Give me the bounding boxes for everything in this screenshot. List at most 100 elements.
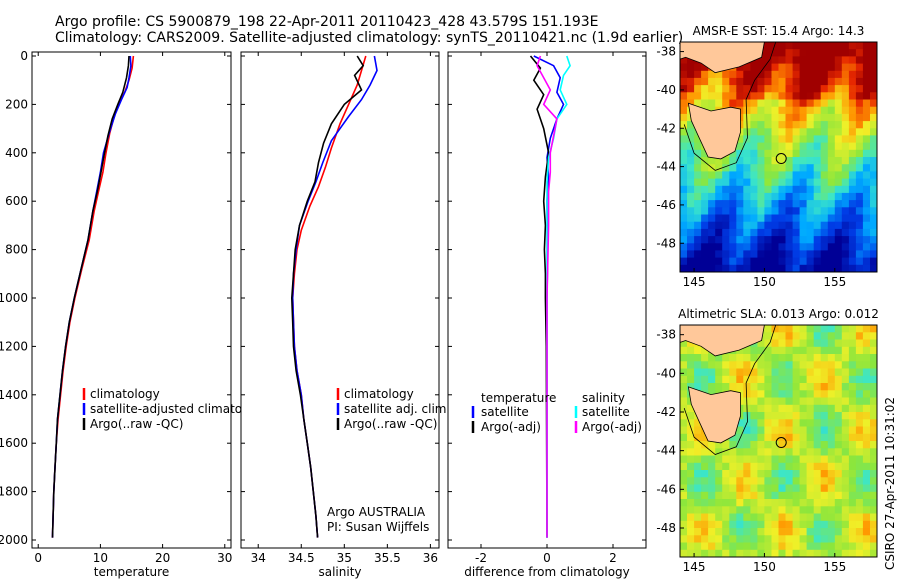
map-cell — [680, 228, 688, 237]
map-cell — [778, 346, 787, 355]
map-cell — [757, 113, 765, 122]
map-cell — [827, 200, 836, 208]
map-cell — [757, 455, 765, 464]
map-cell — [785, 149, 794, 158]
map-cell — [799, 63, 808, 72]
map-cell — [799, 185, 808, 194]
map-cell — [722, 200, 730, 208]
map-cell — [743, 214, 751, 223]
map-cell — [813, 63, 822, 72]
map-cell — [834, 383, 843, 391]
map-cell — [757, 171, 765, 180]
map-cell — [862, 92, 871, 101]
map-cell — [855, 257, 864, 266]
map-cell — [806, 85, 815, 93]
map-cell — [848, 185, 857, 194]
map-cell — [820, 157, 829, 165]
temperature-panel: 0 10 20 30020040060080010001200140016001800… — [0, 49, 268, 579]
map-cell — [841, 63, 850, 72]
map-cell — [862, 164, 871, 172]
map-cell — [792, 491, 801, 500]
map-cell — [806, 332, 815, 341]
map-cell — [743, 70, 751, 79]
map-cell — [785, 236, 794, 244]
map-cell — [820, 257, 829, 266]
map-cell — [680, 528, 688, 536]
map-cell — [862, 383, 871, 391]
map-cell — [764, 49, 772, 57]
map-cell — [694, 477, 702, 486]
map-cell — [785, 390, 794, 399]
x-tick-label: 2 — [609, 551, 617, 565]
map-cell — [757, 549, 765, 557]
map-cell — [785, 528, 794, 536]
map-cell — [862, 149, 871, 158]
map-cell — [729, 200, 737, 208]
map-cell — [870, 135, 877, 144]
shelf-contour — [683, 42, 777, 171]
map-cell — [806, 354, 815, 362]
map-cell — [820, 214, 829, 223]
map-cell — [750, 528, 758, 536]
map-cell — [855, 243, 864, 252]
series-line-argorawqc — [51, 55, 130, 538]
map-cell — [736, 361, 744, 370]
map-cell — [792, 99, 801, 108]
map-cell — [813, 404, 822, 413]
map-cell — [870, 56, 877, 65]
map-cell — [694, 375, 702, 384]
map-cell — [799, 419, 808, 428]
map-cell — [813, 383, 822, 391]
map-cell — [806, 128, 815, 137]
map-cell — [841, 135, 850, 144]
map-cell — [701, 149, 709, 158]
map-cell — [722, 185, 730, 194]
map-cell — [757, 106, 765, 115]
map-cell — [848, 542, 857, 551]
map-cell — [799, 339, 808, 348]
map-cell — [701, 243, 709, 252]
map-cell — [841, 236, 850, 244]
map-cell — [778, 441, 787, 449]
map-cell — [764, 63, 772, 72]
map-cell — [743, 390, 751, 399]
map-cell — [750, 164, 758, 172]
map-cell — [834, 42, 843, 50]
map-cell — [757, 77, 765, 86]
map-cell — [841, 185, 850, 194]
map-cell — [687, 236, 695, 244]
map-cell — [792, 426, 801, 435]
map-cell — [729, 70, 737, 79]
map-cell — [708, 499, 716, 507]
map-cell — [680, 121, 688, 129]
map-cell — [757, 368, 765, 377]
map-cell — [827, 106, 836, 115]
map-cell — [722, 192, 730, 201]
map-cell — [841, 412, 850, 420]
map-cell — [680, 361, 688, 370]
map-cell — [841, 542, 850, 551]
map-cell — [743, 491, 751, 500]
map-cell — [743, 142, 751, 151]
map-cell — [743, 368, 751, 377]
map-cell — [729, 477, 737, 486]
map-cell — [736, 250, 744, 259]
map-cell — [848, 243, 857, 252]
map-cell — [729, 243, 737, 252]
map-cell — [848, 157, 857, 165]
map-cell — [757, 462, 765, 471]
map-cell — [785, 142, 794, 151]
map-cell — [855, 513, 864, 522]
map-cell — [771, 361, 780, 370]
salinity-panel: 34 34.5 35 35.5 36salinityclimatologysatelli… — [240, 51, 450, 579]
legend-label: climatology — [90, 387, 160, 401]
map-cell — [680, 499, 688, 507]
map-cell — [841, 506, 850, 515]
map-cell — [841, 404, 850, 413]
map-cell — [764, 192, 772, 201]
map-cell — [855, 92, 864, 101]
map-cell — [799, 397, 808, 406]
map-cell — [680, 477, 688, 486]
map-cell — [848, 236, 857, 244]
map-cell — [834, 250, 843, 259]
